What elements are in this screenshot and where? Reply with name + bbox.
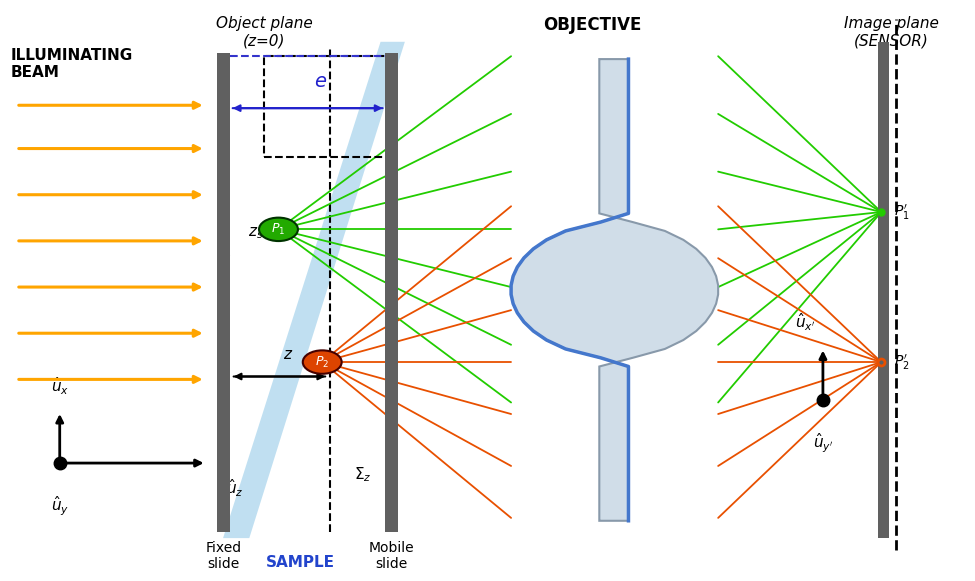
Bar [385,53,398,532]
Text: SAMPLE: SAMPLE [266,555,335,571]
Text: $\Sigma_z$: $\Sigma_z$ [354,465,371,484]
Text: $P_1$: $P_1$ [271,222,286,237]
Text: $z$: $z$ [283,347,293,362]
Text: $\hat{u}_{y^{\prime}}$: $\hat{u}_{y^{\prime}}$ [812,431,834,455]
Text: Fixed
slide: Fixed slide [206,541,242,571]
Ellipse shape [303,350,341,374]
Bar [878,42,889,538]
Polygon shape [511,59,719,521]
Text: $\hat{u}_y$: $\hat{u}_y$ [51,495,69,518]
Text: OBJECTIVE: OBJECTIVE [543,16,642,34]
Text: $\hat{u}_{x^{\prime}}$: $\hat{u}_{x^{\prime}}$ [796,311,816,333]
Text: ILLUMINATING
BEAM: ILLUMINATING BEAM [11,48,134,80]
Text: $\hat{u}_x$: $\hat{u}_x$ [51,375,69,397]
Polygon shape [223,42,405,538]
Text: $P_2$: $P_2$ [315,354,330,370]
Text: Mobile
slide: Mobile slide [369,541,414,571]
Text: $\hat{u}_z$: $\hat{u}_z$ [226,478,244,499]
Text: Object plane
(z=0): Object plane (z=0) [215,16,312,48]
Text: $P^{\prime}_1$: $P^{\prime}_1$ [894,202,910,221]
Text: $e$: $e$ [314,72,328,91]
Text: $P^{\prime}_2$: $P^{\prime}_2$ [894,353,910,372]
Ellipse shape [259,218,298,241]
Text: $z_s$: $z_s$ [249,225,264,241]
Bar [217,53,230,532]
Bar [264,56,395,157]
Text: Image plane
(SENSOR): Image plane (SENSOR) [843,16,938,48]
